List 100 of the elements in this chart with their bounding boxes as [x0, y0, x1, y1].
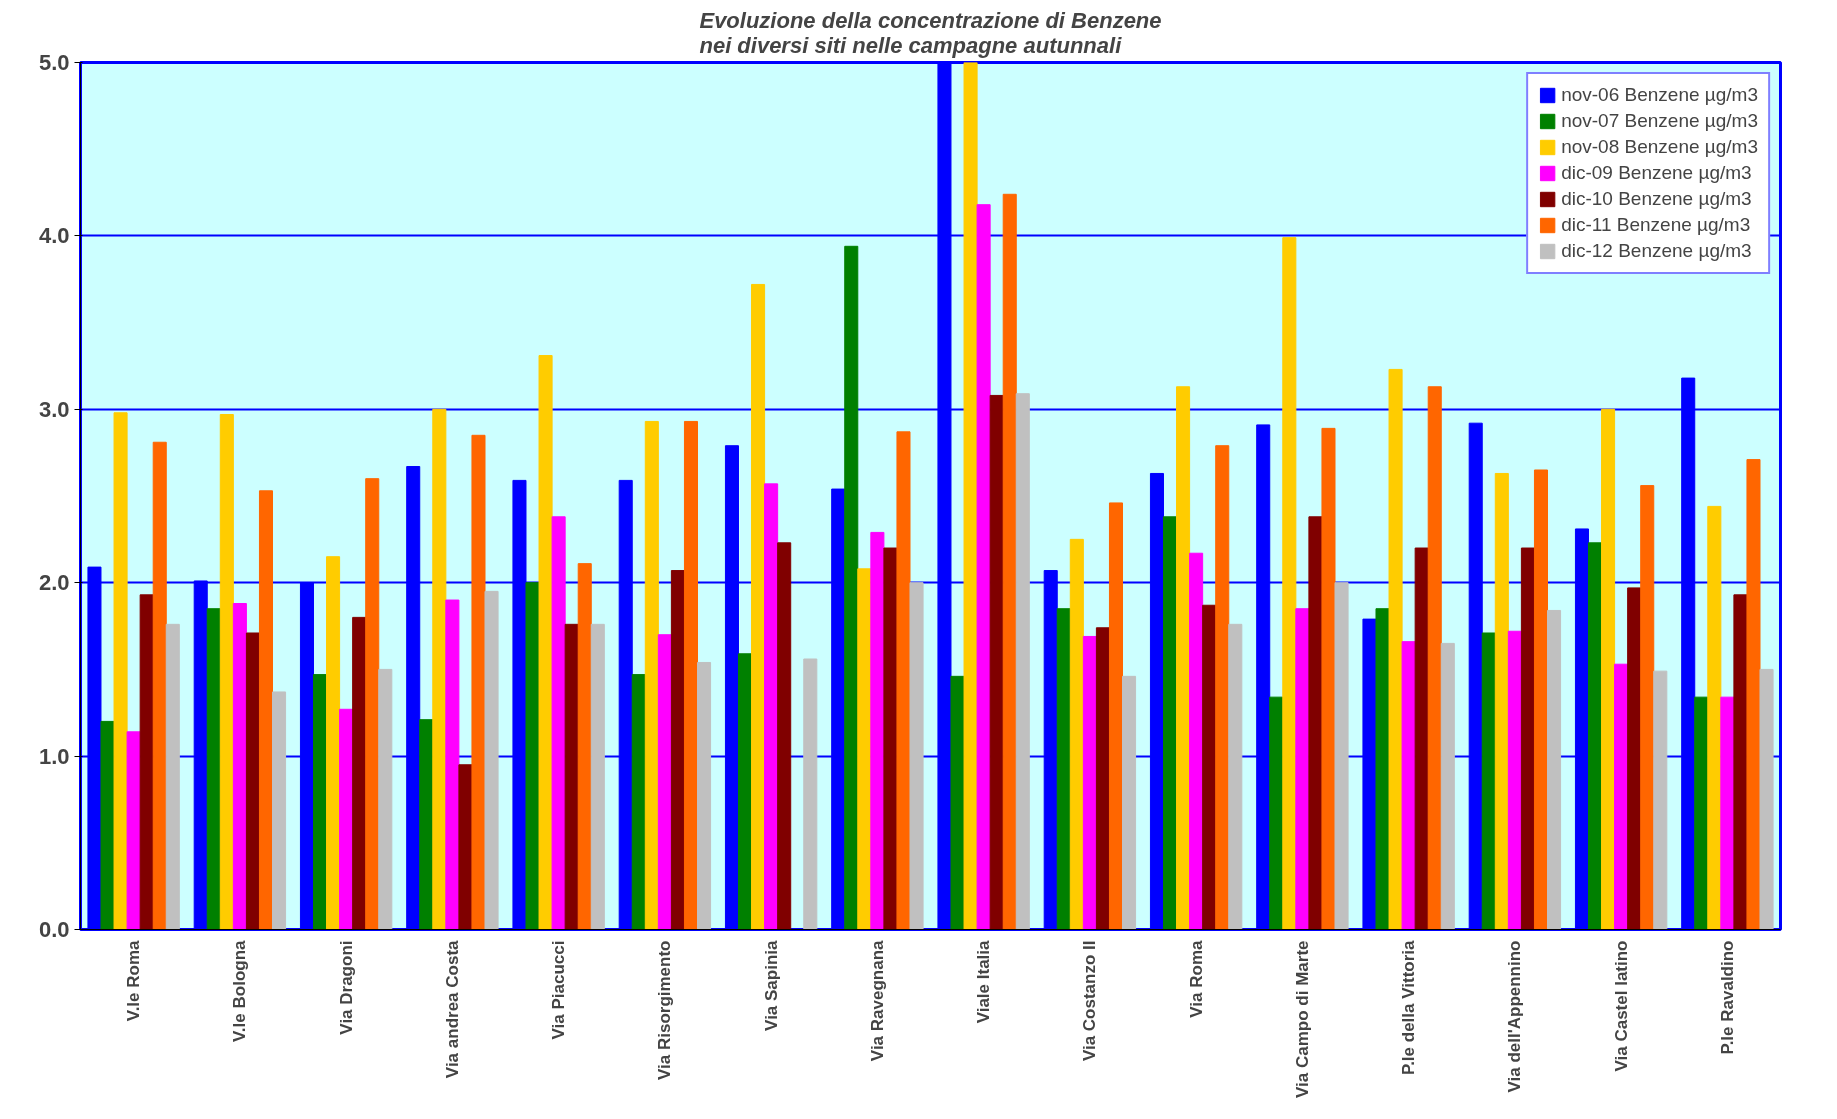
y-tick-label: 4.0: [38, 223, 70, 249]
bar: [419, 719, 434, 930]
bar: [963, 62, 978, 930]
bar: [1414, 547, 1429, 930]
bar: [232, 603, 247, 930]
bar: [1082, 635, 1097, 930]
bar: [803, 658, 818, 930]
bar: [1215, 445, 1230, 930]
bar: [1162, 516, 1178, 930]
bar: [1587, 542, 1603, 930]
bar: [471, 434, 486, 930]
bar: [352, 616, 367, 930]
bar: [909, 582, 924, 930]
bar: [219, 414, 234, 930]
bar: [1388, 368, 1403, 930]
bar: [339, 708, 354, 930]
bar: [312, 674, 328, 930]
bar: [1295, 608, 1310, 930]
bar: [100, 720, 115, 930]
x-tick-label: V.le Roma: [124, 939, 144, 1022]
bar: [165, 623, 180, 930]
bar: [1308, 516, 1323, 930]
bar: [670, 570, 685, 930]
legend-label: dic-09 Benzene µg/m3: [1561, 162, 1752, 184]
x-tick-label: Via Sapinia: [761, 939, 781, 1031]
bar: [1627, 587, 1642, 930]
bar: [1759, 668, 1774, 930]
bar: [697, 661, 712, 930]
y-tick-label: 0.0: [38, 917, 70, 942]
y-tick-label: 3.0: [38, 396, 70, 422]
bar: [1601, 408, 1616, 930]
bar: [1015, 393, 1030, 930]
bar: [1427, 386, 1442, 930]
bar: [1547, 609, 1562, 930]
bar: [525, 582, 540, 930]
bar: [1746, 459, 1761, 930]
y-tick-label: 5.0: [38, 50, 70, 75]
bar: [1334, 582, 1349, 930]
bar: [1653, 670, 1668, 930]
x-tick-label: Via dell'Appennino: [1505, 940, 1525, 1093]
legend-label: dic-11 Benzene µg/m3: [1561, 214, 1751, 236]
bar: [1095, 627, 1110, 930]
x-tick-label: Via Ravegnana: [867, 939, 887, 1062]
bar: [631, 674, 646, 930]
bar: [1228, 623, 1243, 930]
x-tick-label: P.le della Vittoria: [1399, 939, 1419, 1075]
bar: [1707, 505, 1722, 930]
bar: [538, 355, 553, 930]
legend-label: dic-12 Benzene µg/m3: [1561, 240, 1752, 262]
bar: [445, 599, 460, 930]
y-tick-label: 2.0: [38, 570, 70, 596]
x-tick-label: Via andrea Costa: [442, 939, 462, 1079]
bar: [206, 608, 221, 930]
bar: [1202, 604, 1217, 930]
y-tick-label: 1.0: [38, 743, 70, 769]
bar: [1533, 469, 1549, 930]
bar: [751, 283, 766, 930]
bar: [1694, 696, 1709, 930]
bar: [844, 245, 859, 930]
bar: [1056, 608, 1071, 930]
bar: [245, 632, 260, 930]
bar: [484, 590, 499, 930]
x-tick-label: Viale Italia: [974, 939, 994, 1024]
bar: [737, 653, 753, 930]
chart-title: Evoluzione della concentrazione di Benzene nei diversi siti nelle campagne autunnali: [699, 7, 1162, 58]
bar: [126, 731, 141, 930]
legend-label: nov-08 Benzene µg/m3: [1561, 136, 1758, 158]
bar: [1375, 608, 1390, 930]
bar: [1269, 696, 1284, 930]
bar: [432, 408, 447, 930]
x-tick-label: Via Dragoni: [336, 940, 356, 1035]
bar: [1189, 552, 1204, 930]
bar: [272, 691, 287, 930]
bar: [258, 490, 274, 930]
x-tick-label: Via Castel latino: [1611, 940, 1631, 1072]
bar: [657, 634, 672, 930]
x-tick-label: Via Piacucci: [549, 940, 569, 1040]
bar: [1640, 485, 1655, 930]
bar: [1176, 386, 1191, 930]
bar: [896, 431, 911, 930]
bar: [1494, 472, 1509, 930]
bar: [139, 594, 154, 930]
bar: [113, 412, 128, 930]
bar: [326, 556, 341, 930]
bar: [1069, 538, 1084, 930]
bar: [870, 531, 885, 930]
bar: [1440, 642, 1455, 930]
bar: [577, 563, 592, 930]
bar: [1002, 193, 1017, 930]
bar: [976, 204, 991, 930]
x-tick-label: P.le Ravaldino: [1717, 940, 1737, 1055]
bar: [1282, 237, 1297, 930]
bar: [1614, 663, 1629, 930]
bar: [365, 478, 380, 930]
x-tick-label: Via Roma: [1186, 939, 1206, 1018]
bar: [458, 764, 473, 930]
legend-label: nov-06 Benzene µg/m3: [1561, 84, 1758, 106]
bar: [764, 483, 779, 930]
x-tick-label: V.le Bologna: [230, 939, 250, 1042]
bar: [1733, 594, 1748, 930]
